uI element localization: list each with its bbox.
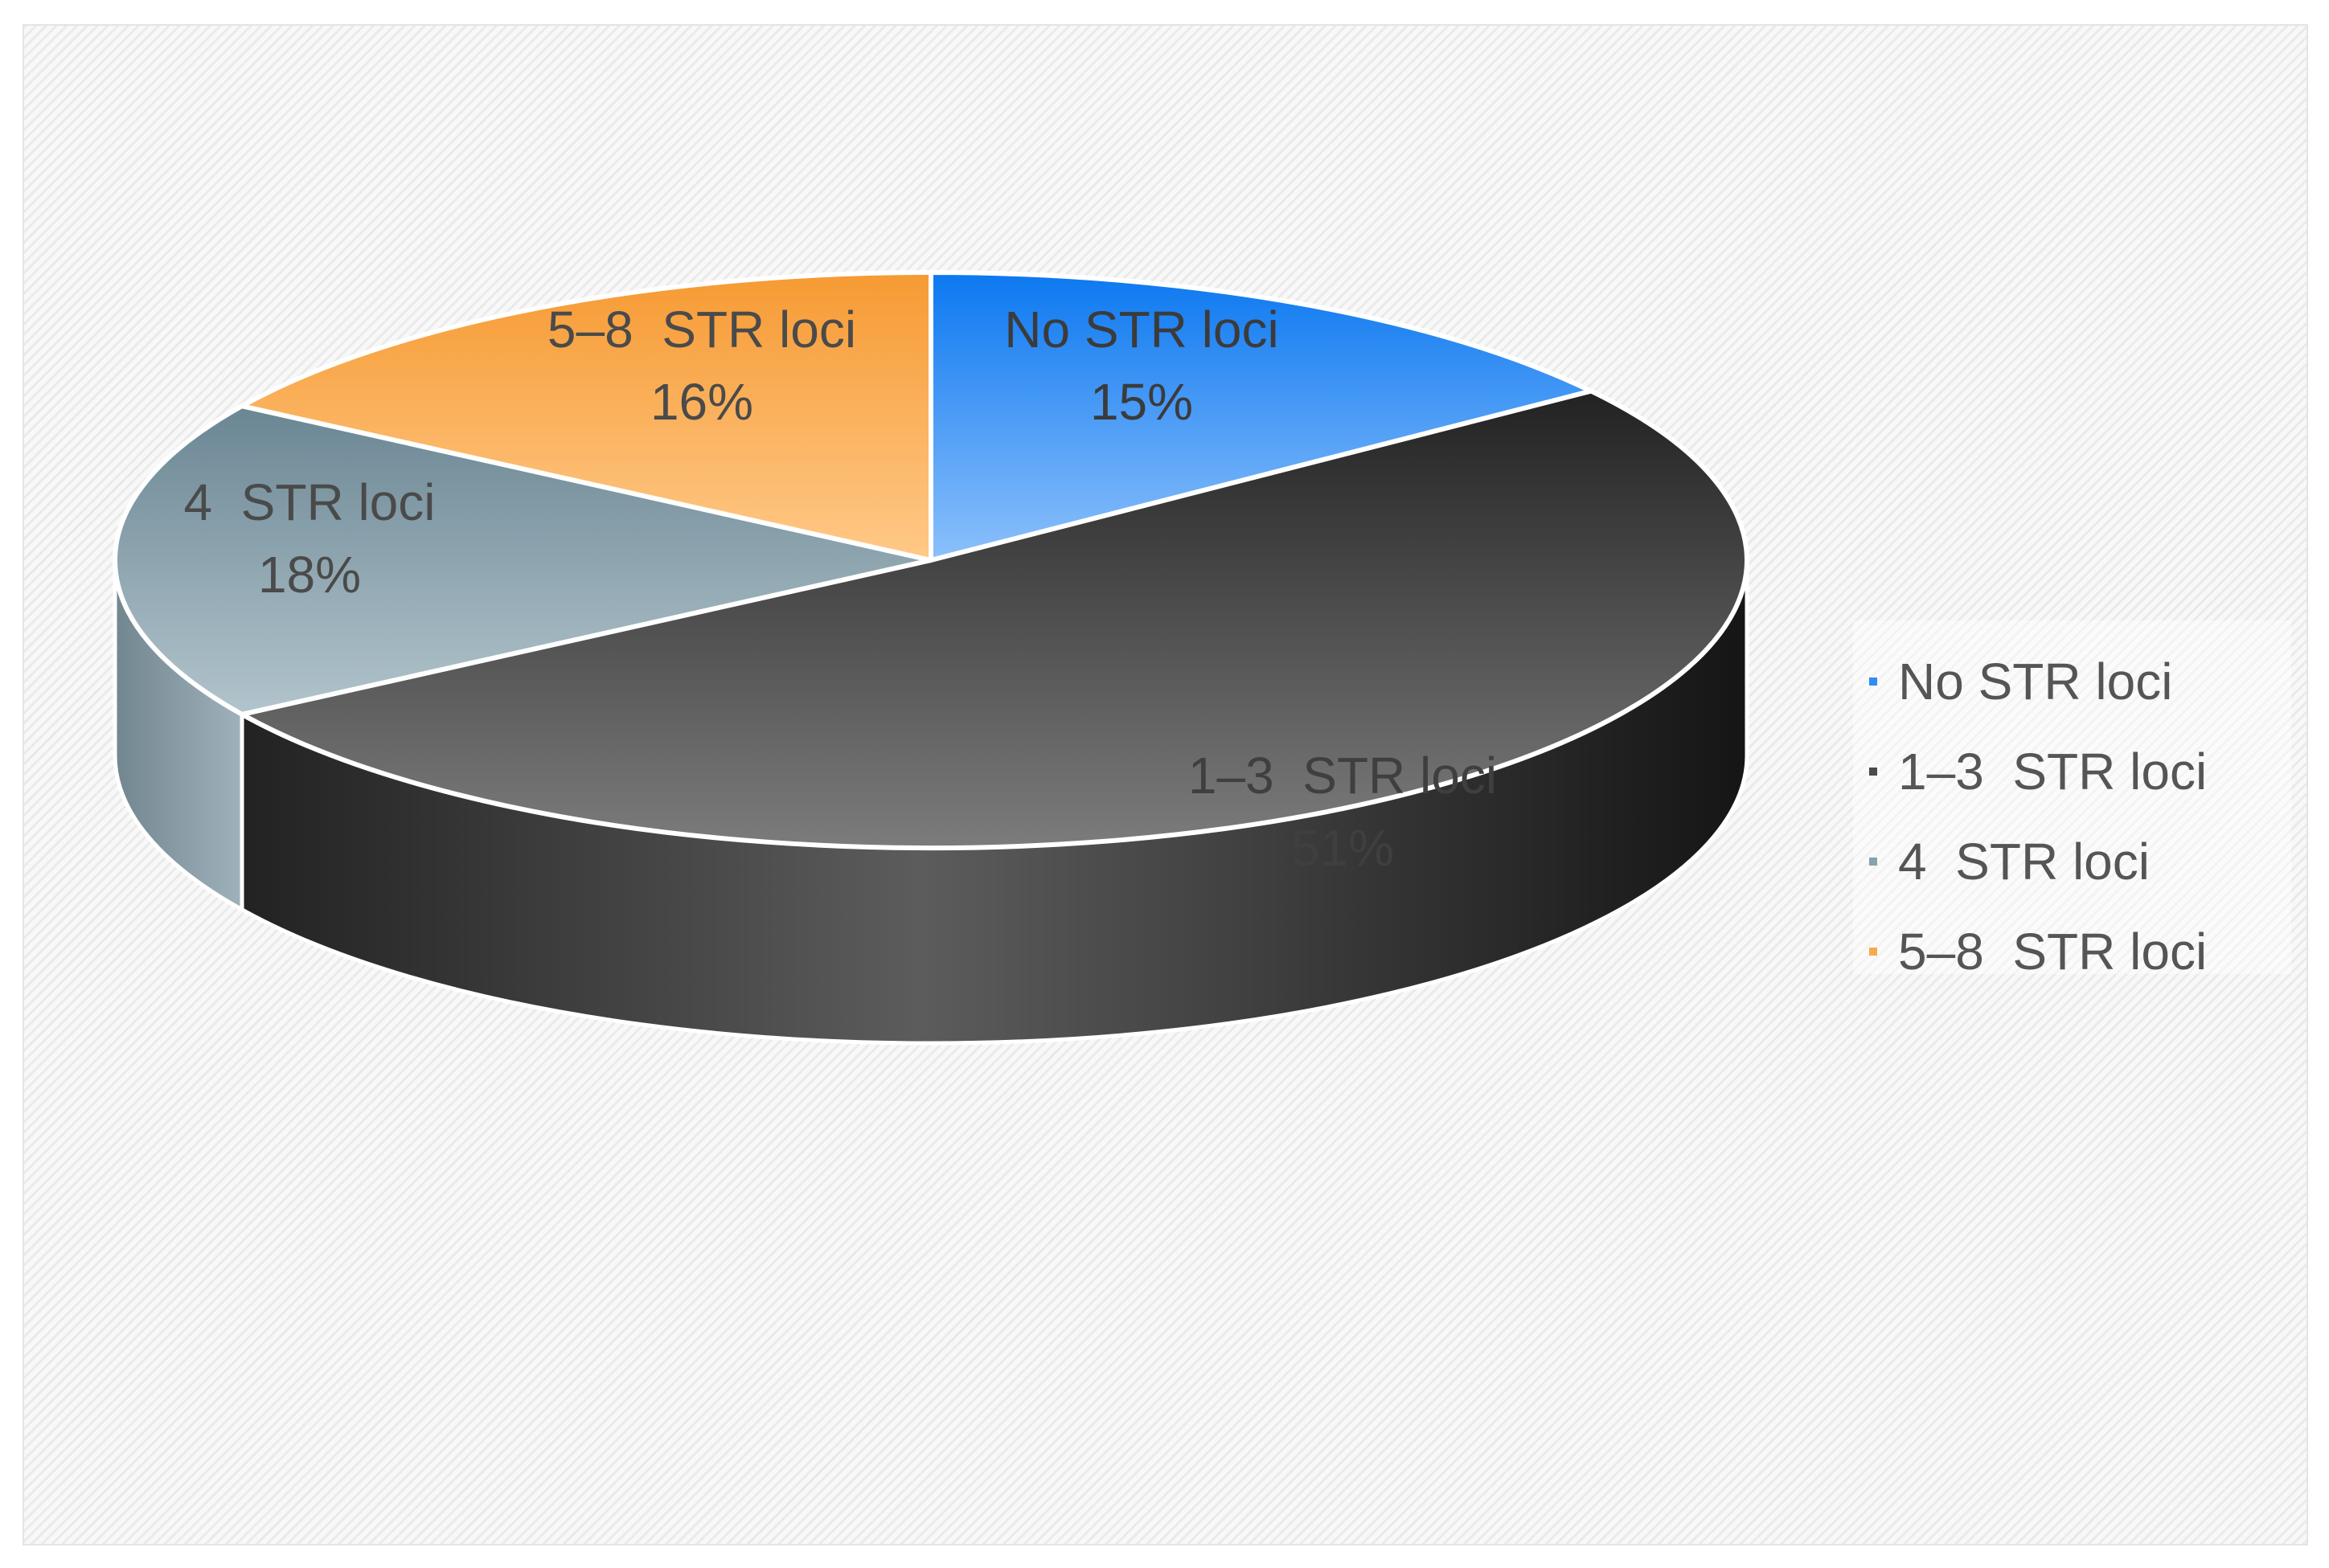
legend-label-5-8-str-loci: 5–8 STR loci (1898, 923, 2208, 981)
legend-swatch-5-8-str-loci (1869, 948, 1877, 956)
legend-item-no-str-loci[interactable]: No STR loci (1869, 637, 2291, 727)
legend-item-5-8-str-loci[interactable]: 5–8 STR loci (1869, 907, 2291, 997)
legend-swatch-no-str-loci (1869, 678, 1877, 686)
pie-slice-4-str-loci[interactable] (113, 403, 933, 717)
legend-label-1-3-str-loci: 1–3 STR loci (1898, 743, 2208, 800)
legend: No STR loci 1–3 STR loci 4 STR loci 5–8 STR… (1853, 620, 2291, 981)
slice-label-5-8-str-loci: 5–8 STR loci (547, 301, 856, 358)
pie-label-layer: No STR loci 15% 1–3 STR loci 51% 4 STR loci 1… (184, 301, 1498, 877)
pie-slice-no-str-loci[interactable] (929, 270, 1594, 563)
legend-swatch-1-3-str-loci (1869, 768, 1877, 776)
legend-label-4-str-loci: 4 STR loci (1898, 833, 2150, 890)
pie-chart: No STR loci 15% 1–3 STR loci 51% 4 STR loci 1… (113, 270, 1750, 1046)
legend-label-no-str-loci: No STR loci (1898, 653, 2173, 710)
slice-label-1-3-str-loci: 1–3 STR loci (1188, 747, 1497, 804)
slice-label-4-str-loci: 4 STR loci (184, 473, 436, 531)
pie-slice-1-3-str-loci[interactable] (240, 388, 1750, 850)
slice-label-no-str-loci: No STR loci (1004, 301, 1278, 358)
slice-percent-1-3-str-loci: 51% (1291, 819, 1394, 877)
slice-percent-no-str-loci: 15% (1090, 373, 1193, 431)
pie-slice-5-8-str-loci[interactable] (240, 270, 933, 563)
pie-top-layer (113, 270, 1750, 850)
slice-percent-4-str-loci: 18% (258, 546, 361, 604)
chart-frame: No STR loci 15% 1–3 STR loci 51% 4 STR loci 1… (23, 24, 2308, 1545)
slice-percent-5-8-str-loci: 16% (650, 373, 753, 431)
legend-item-4-str-loci[interactable]: 4 STR loci (1869, 817, 2291, 907)
legend-swatch-4-str-loci (1869, 858, 1877, 866)
legend-item-1-3-str-loci[interactable]: 1–3 STR loci (1869, 727, 2291, 817)
